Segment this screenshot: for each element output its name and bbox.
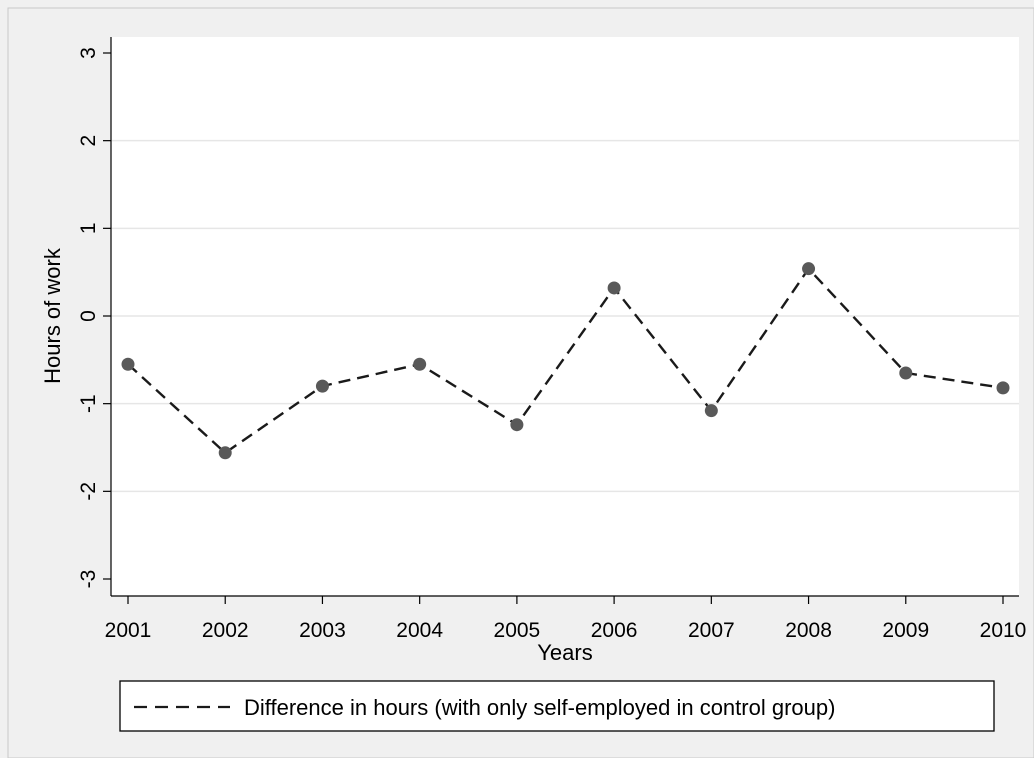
y-tick-label: 1 <box>77 222 100 234</box>
x-tick-label: 2004 <box>396 619 443 642</box>
x-axis-label: Years <box>537 640 592 665</box>
data-point <box>121 357 135 371</box>
y-tick-label: -1 <box>77 394 100 413</box>
x-tick-label: 2010 <box>980 619 1027 642</box>
y-tick-label: 2 <box>77 135 100 147</box>
data-point <box>218 446 232 460</box>
legend-entry-label: Difference in hours (with only self-empl… <box>244 695 835 720</box>
data-point <box>704 404 718 418</box>
data-point <box>607 281 621 295</box>
data-point <box>315 379 329 393</box>
y-tick-label: 0 <box>77 310 100 322</box>
data-point <box>899 366 913 380</box>
y-tick-label: -3 <box>77 570 100 589</box>
legend: Difference in hours (with only self-empl… <box>119 680 995 732</box>
legend-box <box>119 680 995 732</box>
x-tick-label: 2001 <box>105 619 152 642</box>
x-tick-label: 2006 <box>591 619 638 642</box>
y-axis-label: Hours of work <box>40 247 65 384</box>
y-tick-label: -2 <box>77 482 100 501</box>
x-tick-label: 2003 <box>299 619 346 642</box>
x-tick-label: 2007 <box>688 619 735 642</box>
data-point <box>510 418 524 432</box>
data-point <box>996 381 1010 395</box>
x-tick-label: 2005 <box>494 619 541 642</box>
x-tick-label: 2009 <box>882 619 929 642</box>
series-line <box>127 267 1004 454</box>
data-point <box>413 357 427 371</box>
series-layer <box>121 262 1010 460</box>
x-tick-label: 2002 <box>202 619 249 642</box>
x-tick-label: 2008 <box>785 619 832 642</box>
data-point <box>802 262 816 276</box>
y-tick-label: 3 <box>77 47 100 59</box>
grid-lines <box>111 139 1019 493</box>
axes: 3 2 1 0 -1 -2 -3 2001 2002 2003 2004 2005 2006 2007 20… <box>77 37 1026 642</box>
